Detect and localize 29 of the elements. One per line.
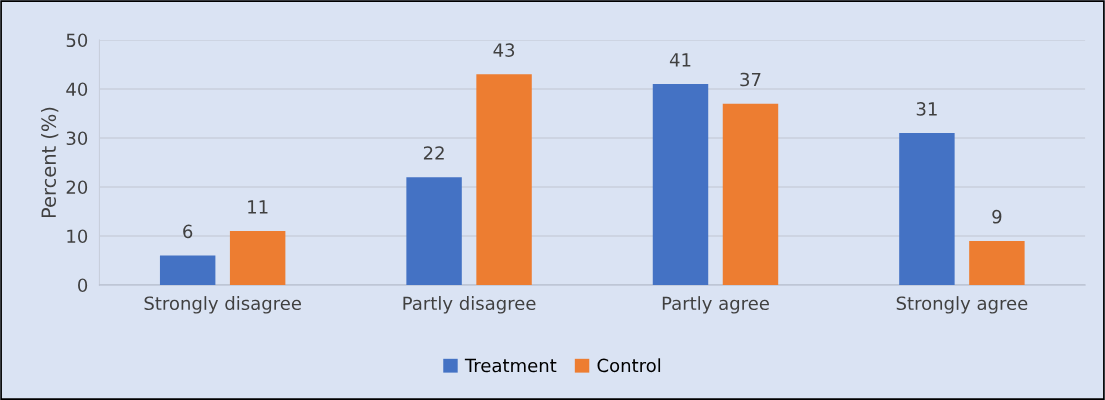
data-label: 6 bbox=[183, 224, 193, 239]
x-tick-label: Partly disagree bbox=[403, 296, 536, 314]
x-tick-label: Partly agree bbox=[662, 296, 769, 314]
data-label: 41 bbox=[669, 53, 691, 67]
data-label: 9 bbox=[992, 209, 1002, 224]
y-tick-label: 40 bbox=[66, 82, 88, 97]
x-tick-label: Strongly disagree bbox=[144, 296, 301, 314]
data-label: 43 bbox=[493, 43, 515, 57]
bar bbox=[406, 177, 462, 285]
bar bbox=[722, 103, 779, 285]
x-tick-label: Strongly agree bbox=[896, 296, 1028, 314]
legend-label: Treatment bbox=[464, 358, 557, 373]
bar bbox=[229, 231, 286, 285]
y-tick-label: 20 bbox=[66, 180, 88, 195]
y-tick-label: 0 bbox=[78, 278, 88, 293]
bar bbox=[899, 133, 955, 285]
data-label: 31 bbox=[916, 102, 937, 116]
y-axis-title: Percent (%) bbox=[41, 107, 59, 218]
bar bbox=[969, 240, 1025, 285]
y-tick-label: 30 bbox=[66, 131, 88, 146]
data-label: 37 bbox=[740, 72, 761, 87]
y-tick-label: 10 bbox=[67, 229, 88, 244]
data-label: 22 bbox=[423, 146, 444, 160]
bar bbox=[476, 74, 532, 285]
y-tick-label: 50 bbox=[66, 33, 88, 48]
bar bbox=[652, 84, 709, 285]
data-label: 11 bbox=[248, 200, 268, 214]
bar bbox=[159, 255, 216, 285]
legend-label: Control bbox=[597, 358, 661, 373]
